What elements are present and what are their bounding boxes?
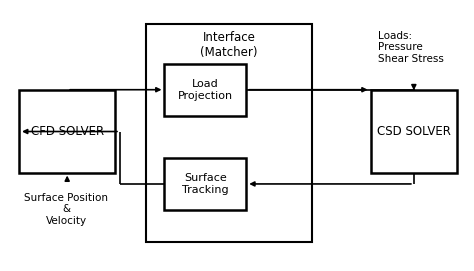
Bar xyxy=(146,24,312,242)
Text: Surface
Tracking: Surface Tracking xyxy=(182,173,229,195)
Bar xyxy=(164,158,246,210)
Bar xyxy=(371,90,457,173)
Text: Interface
(Matcher): Interface (Matcher) xyxy=(201,31,258,59)
Text: Surface Position
&
Velocity: Surface Position & Velocity xyxy=(24,193,108,226)
Text: CSD SOLVER: CSD SOLVER xyxy=(377,125,451,138)
Bar xyxy=(19,90,115,173)
Text: CFD SOLVER: CFD SOLVER xyxy=(31,125,104,138)
Text: Load
Projection: Load Projection xyxy=(178,79,233,101)
Text: Loads:
Pressure
Shear Stress: Loads: Pressure Shear Stress xyxy=(377,31,443,64)
Bar xyxy=(164,64,246,116)
